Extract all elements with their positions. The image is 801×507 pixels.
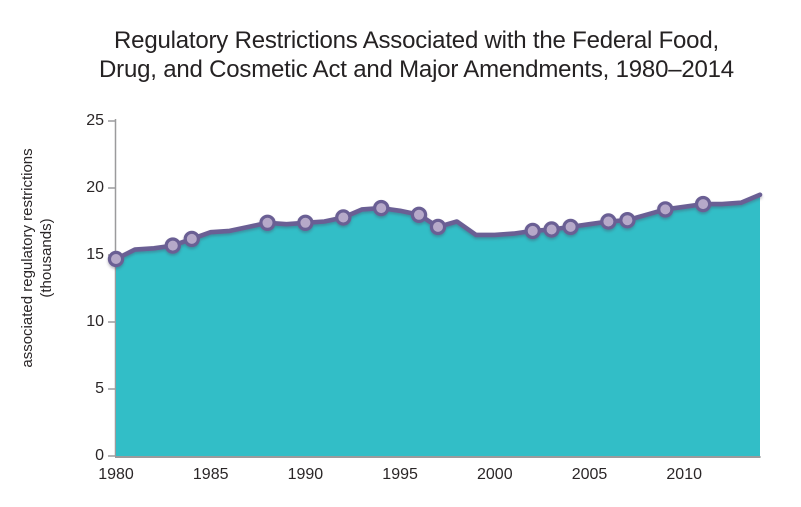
data-point-marker-1980 — [107, 250, 125, 268]
chart-title-line-1: Regulatory Restrictions Associated with … — [114, 27, 719, 54]
x-tick-label-1985: 1985 — [192, 466, 229, 483]
data-point-marker-2003 — [543, 221, 560, 238]
data-point-marker-1997 — [429, 218, 447, 236]
data-point-marker-1992 — [335, 209, 352, 226]
data-point-marker-2004 — [562, 218, 579, 236]
chart-title-line-2: Drug, and Cosmetic Act and Major Amendme… — [99, 56, 734, 83]
x-tick-label-1990: 1990 — [287, 466, 324, 483]
y-tick-label-20: 20 — [86, 179, 104, 196]
chart-title: Regulatory Restrictions Associated with … — [0, 26, 801, 84]
y-tick-label-0: 0 — [95, 447, 104, 464]
x-tick-label-1995: 1995 — [382, 466, 418, 483]
y-tick-label-15: 15 — [86, 246, 104, 263]
data-point-marker-2007 — [619, 211, 636, 229]
y-tick-label-25: 25 — [86, 112, 104, 129]
y-tick-label-10: 10 — [86, 313, 104, 330]
data-point-marker-2002 — [524, 222, 541, 240]
y-tick-label-5: 5 — [95, 380, 104, 397]
data-point-marker-1984 — [183, 230, 200, 248]
data-point-marker-1983 — [164, 237, 181, 254]
data-point-marker-1994 — [373, 199, 390, 217]
data-series — [107, 192, 763, 456]
line-and-markers — [107, 192, 763, 268]
data-point-marker-2011 — [694, 195, 712, 213]
x-tick-label-1980: 1980 — [98, 466, 134, 483]
data-point-marker-2006 — [600, 213, 617, 230]
x-tick-label-2000: 2000 — [477, 466, 513, 483]
data-point-marker-1996 — [410, 206, 428, 223]
area-fill — [116, 194, 760, 456]
x-tick-label-2005: 2005 — [571, 466, 608, 483]
data-point-marker-2009 — [657, 201, 674, 218]
data-point-marker-1990 — [297, 214, 314, 231]
data-point-marker-1988 — [259, 214, 276, 231]
x-tick-label-2010: 2010 — [666, 466, 702, 483]
